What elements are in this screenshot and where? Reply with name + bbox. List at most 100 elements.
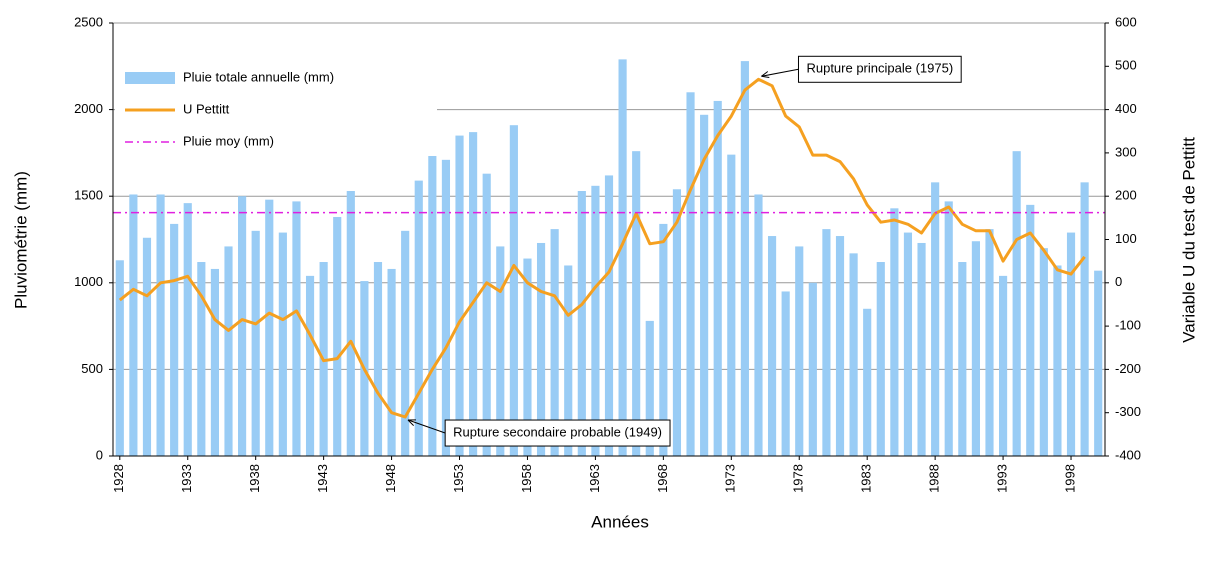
bar bbox=[428, 145, 437, 457]
bar bbox=[577, 191, 586, 456]
arrow-head bbox=[407, 419, 416, 427]
y-tick-label: 1000 bbox=[74, 274, 103, 289]
bar bbox=[985, 229, 994, 456]
bar bbox=[849, 253, 858, 456]
x-tick-label: 1983 bbox=[859, 464, 874, 493]
annotation: Rupture principale (1975) bbox=[797, 55, 962, 83]
bar bbox=[971, 241, 980, 456]
x-tick-label: 1978 bbox=[791, 464, 806, 493]
bar bbox=[509, 125, 518, 457]
y2-tick-label: 100 bbox=[1115, 231, 1137, 246]
bar bbox=[564, 265, 573, 456]
bar bbox=[999, 275, 1008, 456]
bar bbox=[142, 237, 152, 456]
legend-label: Pluie totale annuelle (mm) bbox=[183, 69, 334, 84]
y-tick-label: 500 bbox=[81, 361, 103, 376]
bar bbox=[740, 61, 749, 456]
bar bbox=[482, 173, 491, 456]
bar bbox=[1080, 182, 1089, 456]
bar bbox=[536, 242, 546, 456]
bar bbox=[251, 230, 260, 456]
bar bbox=[700, 114, 709, 457]
bar bbox=[727, 154, 736, 456]
bar bbox=[414, 180, 423, 456]
bar bbox=[278, 232, 287, 456]
y2-tick-label: -400 bbox=[1115, 447, 1141, 462]
bar bbox=[550, 229, 559, 456]
y2-tick-label: 300 bbox=[1115, 144, 1137, 159]
bar bbox=[1053, 265, 1062, 456]
bar bbox=[903, 232, 913, 456]
bar bbox=[387, 268, 396, 456]
bar bbox=[659, 223, 668, 456]
bar bbox=[496, 246, 505, 456]
bar bbox=[224, 246, 233, 456]
bar bbox=[1094, 270, 1103, 456]
bar bbox=[469, 132, 478, 456]
x-tick-label: 1938 bbox=[247, 464, 262, 493]
bar bbox=[523, 258, 532, 456]
y-tick-label: 2500 bbox=[74, 14, 103, 29]
u-line bbox=[118, 77, 1086, 419]
annotation: Rupture secondaire probable (1949) bbox=[444, 419, 671, 447]
x-tick-label: 1998 bbox=[1062, 464, 1077, 493]
annotation-text: Rupture principale (1975) bbox=[806, 61, 953, 76]
y2-tick-label: -300 bbox=[1115, 404, 1141, 419]
bar bbox=[197, 262, 206, 456]
y-axis-title: Pluviométrie (mm) bbox=[11, 171, 30, 309]
bar bbox=[808, 282, 817, 456]
bar bbox=[129, 194, 138, 456]
bar bbox=[645, 320, 654, 456]
legend-label: U Pettitt bbox=[183, 101, 230, 116]
bar bbox=[767, 236, 777, 456]
bar bbox=[455, 135, 464, 456]
bar bbox=[238, 196, 247, 456]
bar bbox=[1066, 232, 1076, 456]
bar bbox=[781, 291, 790, 456]
bar bbox=[754, 194, 763, 456]
x-tick-label: 1988 bbox=[927, 464, 942, 493]
y2-tick-label: 400 bbox=[1115, 101, 1137, 116]
x-tick-label: 1958 bbox=[519, 464, 534, 493]
bar bbox=[591, 185, 600, 457]
bar bbox=[604, 175, 614, 456]
bar bbox=[1026, 204, 1035, 456]
x-axis-title: Années bbox=[591, 512, 649, 531]
bar bbox=[1039, 248, 1048, 456]
arrow-head bbox=[761, 71, 770, 79]
bar bbox=[373, 262, 383, 456]
bar bbox=[686, 92, 695, 456]
y2-tick-label: 200 bbox=[1115, 188, 1137, 203]
y-tick-label: 2000 bbox=[74, 101, 103, 116]
x-tick-label: 1968 bbox=[655, 464, 670, 493]
bar bbox=[170, 223, 179, 456]
y2-tick-label: 500 bbox=[1115, 58, 1137, 73]
bar bbox=[632, 151, 641, 456]
bar bbox=[958, 262, 967, 456]
annotation-box bbox=[797, 55, 962, 83]
bar bbox=[115, 260, 124, 456]
y-tick-label: 0 bbox=[96, 447, 103, 462]
bar bbox=[944, 201, 953, 456]
x-tick-label: 1963 bbox=[587, 464, 602, 493]
x-tick-label: 1928 bbox=[111, 464, 126, 493]
y2-tick-label: -200 bbox=[1115, 361, 1141, 376]
x-tick-label: 1943 bbox=[315, 464, 330, 493]
bar bbox=[292, 201, 301, 456]
bar bbox=[822, 229, 831, 456]
bar bbox=[183, 203, 192, 456]
bar bbox=[835, 236, 845, 456]
bar bbox=[333, 216, 342, 456]
legend-swatch bbox=[125, 72, 175, 84]
x-tick-label: 1948 bbox=[383, 464, 398, 493]
annotation-arrow bbox=[407, 419, 446, 434]
x-tick-label: 1973 bbox=[723, 464, 738, 493]
bar bbox=[618, 59, 627, 456]
x-tick-label: 1953 bbox=[451, 464, 466, 493]
annotation-text: Rupture secondaire probable (1949) bbox=[453, 424, 662, 439]
bar bbox=[672, 189, 682, 456]
y2-tick-label: 600 bbox=[1115, 14, 1137, 29]
bar bbox=[1012, 151, 1021, 456]
bar bbox=[156, 194, 165, 456]
bar bbox=[863, 308, 872, 456]
